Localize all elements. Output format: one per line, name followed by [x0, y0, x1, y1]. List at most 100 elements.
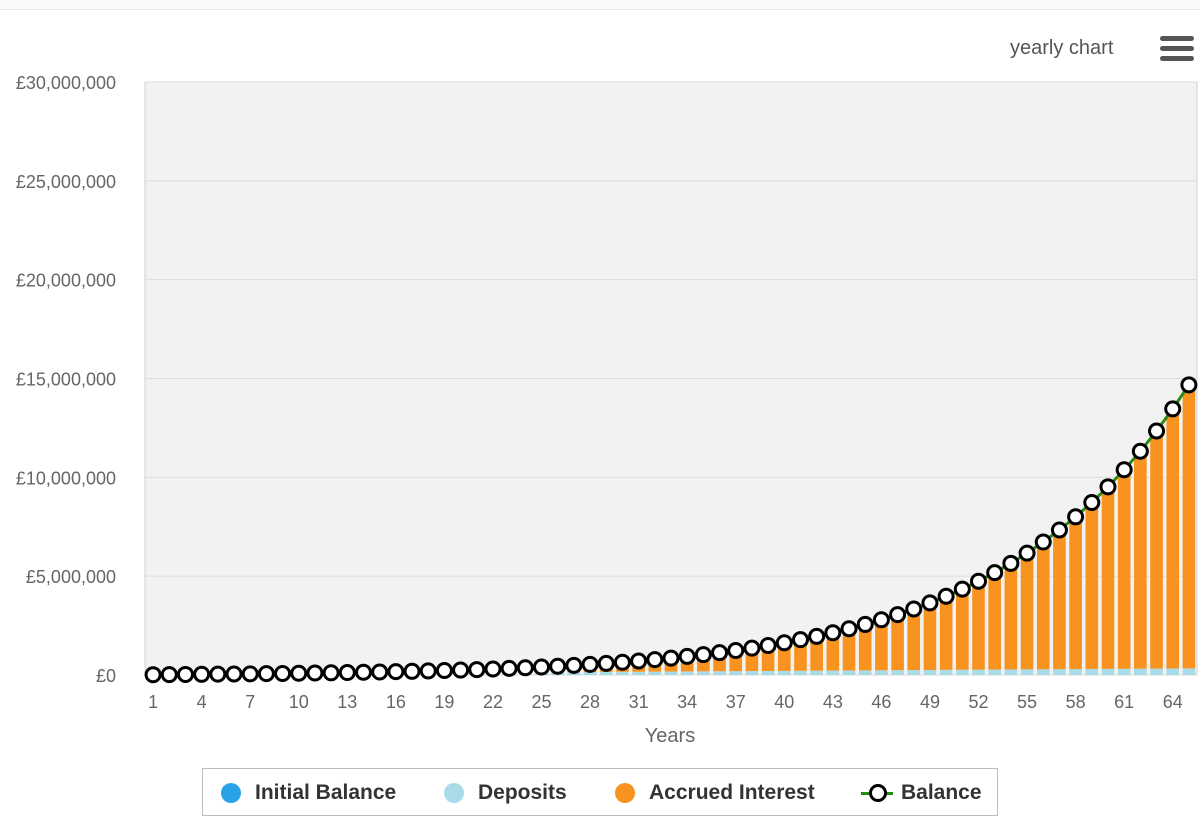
legend-item-initial-balance[interactable]: Initial Balance	[221, 781, 396, 805]
legend-item-accrued-interest[interactable]: Accrued Interest	[615, 781, 815, 805]
legend-label: Accrued Interest	[649, 781, 815, 804]
balance-point	[193, 665, 211, 683]
deposits-bar	[1085, 668, 1099, 675]
accrued-interest-bar	[939, 596, 953, 670]
x-tick-label: 58	[1066, 692, 1086, 712]
balance-point	[354, 663, 372, 681]
x-tick-label: 64	[1163, 692, 1183, 712]
balance-point	[872, 611, 890, 629]
deposits-bar	[1166, 668, 1180, 675]
legend-item-deposits[interactable]: Deposits	[444, 781, 567, 805]
accrued-interest-bar	[1053, 529, 1066, 670]
balance-point	[1099, 478, 1117, 496]
x-tick-label: 61	[1114, 692, 1134, 712]
deposits-bar	[697, 671, 710, 675]
accrued-interest-bar	[956, 589, 969, 670]
x-tick-label: 31	[629, 692, 649, 712]
chart-canvas: £0 £5,000,000 £10,000,000 £15,000,000 £20,00…	[16, 73, 1198, 747]
deposits-bar	[1069, 669, 1082, 675]
x-tick-label: 49	[920, 692, 940, 712]
deposits-bar	[1020, 669, 1034, 675]
y-tick-label: £10,000,000	[16, 468, 116, 488]
x-tick-label: 4	[197, 692, 207, 712]
deposits-bar	[632, 671, 645, 675]
accrued-interest-bar	[842, 628, 856, 671]
balance-point	[824, 624, 842, 642]
accrued-interest-bar	[1020, 553, 1034, 670]
y-tick-label: £25,000,000	[16, 172, 116, 192]
balance-point	[970, 572, 988, 590]
y-axis: £0 £5,000,000 £10,000,000 £15,000,000 £20,00…	[16, 73, 116, 686]
balance-point	[144, 666, 162, 684]
y-tick-label: £30,000,000	[16, 73, 116, 93]
accrued-interest-bar	[1004, 563, 1018, 670]
accrued-interest-bar	[972, 581, 985, 670]
deposits-bar	[875, 670, 888, 675]
accrued-interest-bar	[826, 632, 840, 671]
deposits-bar	[988, 669, 1002, 675]
balance-point	[905, 600, 923, 618]
deposits-bar	[583, 672, 597, 675]
deposits-bar	[907, 670, 921, 675]
balance-point	[743, 639, 761, 657]
legend-label: Balance	[901, 781, 982, 804]
accrued-interest-bar	[1101, 486, 1115, 669]
balance-point	[1050, 521, 1068, 539]
deposits-bar	[1182, 668, 1196, 675]
balance-point	[176, 665, 194, 683]
deposits-bar	[1036, 669, 1050, 675]
balance-point	[500, 659, 518, 677]
accrued-interest-bar	[923, 602, 937, 670]
accrued-interest-bar	[1085, 502, 1099, 669]
balance-point	[889, 606, 907, 624]
legend-item-balance[interactable]: Balance	[861, 781, 982, 805]
balance-point	[241, 665, 259, 683]
deposits-bar	[648, 671, 662, 675]
deposits-bar	[794, 670, 807, 675]
x-tick-label: 22	[483, 692, 503, 712]
deposits-bar	[826, 670, 840, 675]
deposits-bar	[891, 670, 904, 675]
deposits-bar	[810, 670, 823, 675]
balance-point	[856, 615, 874, 633]
x-tick-label: 55	[1017, 692, 1037, 712]
balance-point	[775, 634, 793, 652]
deposits-bar	[777, 670, 791, 675]
deposits-bar	[923, 669, 937, 675]
balance-point	[694, 646, 712, 664]
accrued-interest-bar	[1182, 384, 1196, 669]
accrued-interest-bar	[1069, 516, 1082, 670]
balance-point	[516, 659, 534, 677]
balance-point	[711, 644, 729, 662]
y-tick-label: £0	[96, 666, 116, 686]
balance-point	[937, 587, 955, 605]
balance-point	[387, 663, 405, 681]
legend-label: Initial Balance	[255, 781, 397, 804]
x-tick-label: 19	[434, 692, 454, 712]
balance-point	[630, 652, 648, 670]
x-axis: 1 4 7 10 13 16 19 22 25 28 31 34 37 40 43 46 49 52 55 58 61 6…	[148, 692, 1183, 712]
balance-point	[484, 660, 502, 678]
balance-point	[565, 656, 583, 674]
accrued-interest-bar	[1036, 542, 1050, 670]
balance-point	[1180, 376, 1198, 394]
deposits-bar	[761, 670, 775, 675]
x-tick-label: 34	[677, 692, 697, 712]
x-tick-label: 10	[289, 692, 309, 712]
balance-point	[225, 665, 243, 683]
balance-point	[953, 580, 971, 598]
balance-point	[727, 641, 745, 659]
balance-point	[840, 620, 858, 638]
x-tick-label: 25	[532, 692, 552, 712]
balance-point	[452, 661, 470, 679]
menu-bar	[1160, 46, 1194, 51]
deposits-bar	[939, 669, 953, 675]
balance-point	[613, 653, 631, 671]
balance-point	[435, 662, 453, 680]
balance-point	[209, 665, 227, 683]
balance-point	[1083, 493, 1101, 511]
balance-point	[290, 664, 308, 682]
chart-title: yearly chart	[1010, 37, 1114, 59]
hamburger-menu-icon[interactable]	[1160, 36, 1194, 64]
balance-point	[468, 661, 486, 679]
